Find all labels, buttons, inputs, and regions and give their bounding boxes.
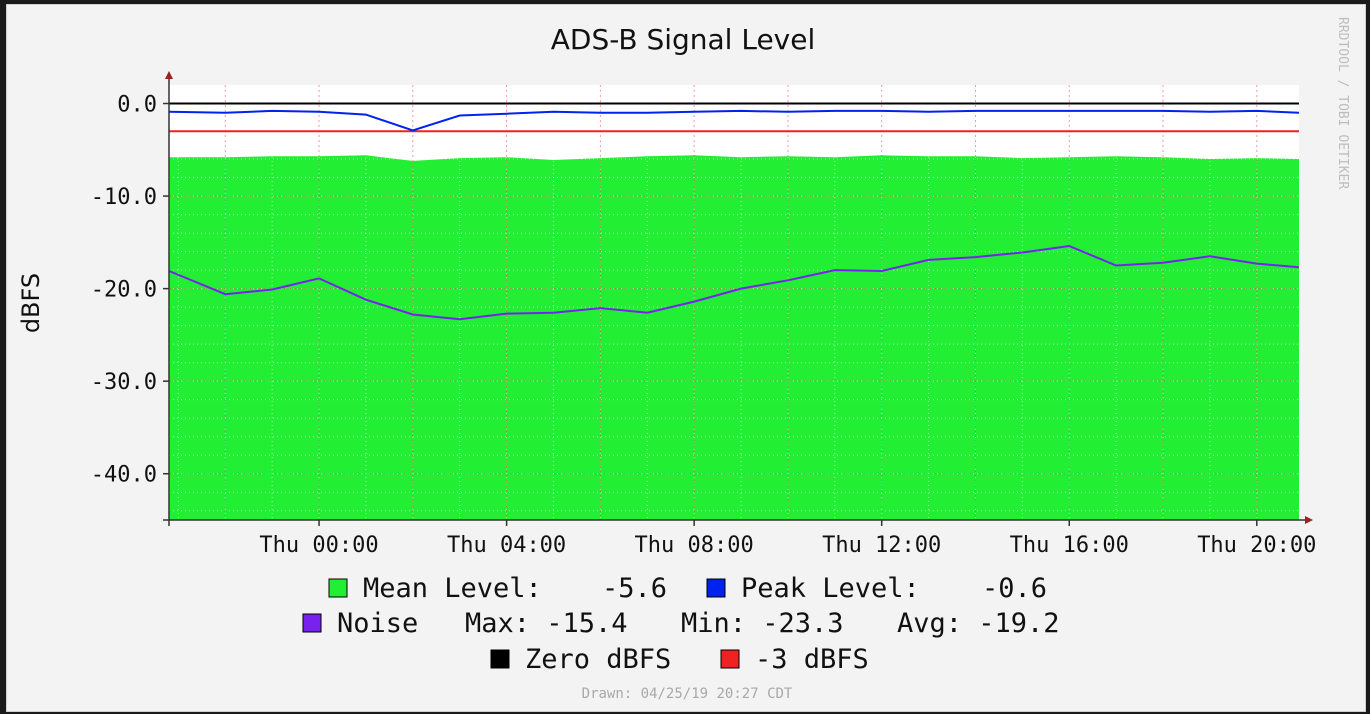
chart-title: ADS-B Signal Level <box>551 23 816 56</box>
x-axis-arrow <box>1305 516 1313 524</box>
rrdtool-watermark: RRDTOOL / TOBI OETIKER <box>1335 17 1350 189</box>
y-tick-label: -10.0 <box>91 185 157 210</box>
legend-swatch-zero <box>490 649 510 669</box>
mean-level-area-group <box>169 155 1299 521</box>
y-tick-label: -30.0 <box>91 370 157 395</box>
x-tick-label: Thu 20:00 <box>1197 533 1316 558</box>
legend-noise-avg: Avg: -19.2 <box>897 608 1060 639</box>
y-axis-arrow <box>165 71 173 79</box>
legend-zero-label: Zero dBFS <box>525 644 671 675</box>
mean-level-area <box>169 155 1299 521</box>
noise-line <box>168 244 1300 321</box>
legend-minus3-label: -3 dBFS <box>755 644 869 675</box>
legend-swatch-minus3 <box>720 649 740 669</box>
y-axis-label: dBFS <box>17 273 45 333</box>
legend-swatch-peak <box>706 578 726 598</box>
signal-level-chart: 0.0 -10.0 -20.0 -30.0 -40.0 Thu 00:00 Thu 04:… <box>17 17 1350 702</box>
x-tick-label: Thu 08:00 <box>635 533 754 558</box>
y-tick-labels-group: 0.0 -10.0 -20.0 -30.0 -40.0 <box>91 93 157 488</box>
legend-noise-max: Max: -15.4 <box>465 608 628 639</box>
x-tick-label: Thu 16:00 <box>1010 533 1129 558</box>
legend-row-2: Noise Max: -15.4 Min: -23.3 Avg: -19.2 <box>302 608 1060 639</box>
legend-noise-min: Min: -23.3 <box>681 608 844 639</box>
series-lines-group <box>168 102 1300 321</box>
legend-swatch-mean <box>328 578 348 598</box>
legend-mean-value: -5.6 <box>602 573 667 604</box>
legend-row-3: Zero dBFS -3 dBFS <box>490 644 869 675</box>
grid-group <box>169 85 1299 520</box>
legend-peak-value: -0.6 <box>982 573 1047 604</box>
drawn-timestamp: Drawn: 04/25/19 20:27 CDT <box>582 686 793 702</box>
legend-peak-label: Peak Level: <box>741 573 920 604</box>
y-tick-label: -40.0 <box>91 463 157 488</box>
y-tick-label: 0.0 <box>117 93 157 118</box>
legend-row-1: Mean Level: -5.6 Peak Level: -0.6 <box>328 573 1047 604</box>
legend-mean-label: Mean Level: <box>363 573 542 604</box>
x-tick-label: Thu 04:00 <box>447 533 566 558</box>
x-tick-label: Thu 00:00 <box>259 533 378 558</box>
legend-noise-label: Noise <box>337 608 418 639</box>
x-tick-labels-group: Thu 00:00 Thu 04:00 Thu 08:00 Thu 12:00 Thu … <box>259 533 1316 558</box>
legend-swatch-noise <box>302 613 322 633</box>
axes-group <box>163 71 1313 526</box>
peak-level-line <box>168 109 1300 132</box>
x-tick-label: Thu 12:00 <box>822 533 941 558</box>
graph-frame: 0.0 -10.0 -20.0 -30.0 -40.0 Thu 00:00 Thu 04:… <box>6 4 1366 712</box>
y-tick-label: -20.0 <box>91 278 157 303</box>
